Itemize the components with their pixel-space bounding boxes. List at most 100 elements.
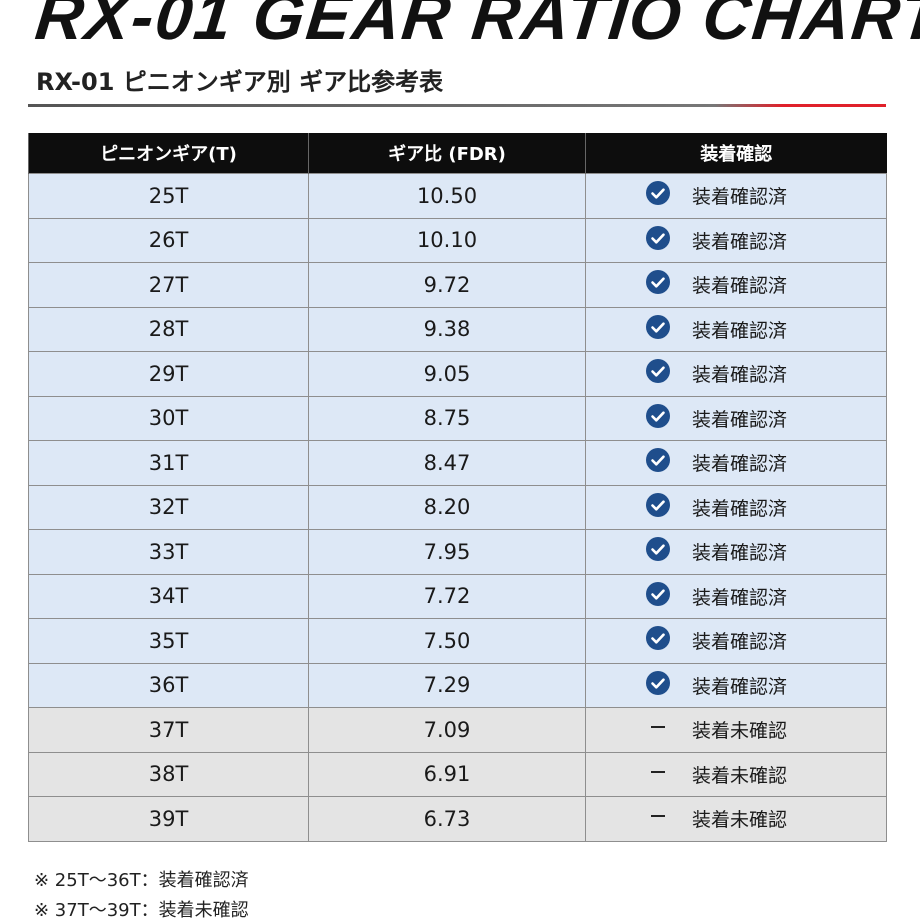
pinion-cell: 36T bbox=[28, 662, 309, 708]
dash-icon bbox=[646, 760, 670, 789]
check-icon bbox=[646, 626, 670, 655]
pinion-cell: 26T bbox=[28, 217, 309, 263]
ratio-cell: 10.50 bbox=[308, 173, 586, 219]
ratio-cell: 6.73 bbox=[308, 796, 586, 842]
check-icon bbox=[646, 225, 670, 255]
ratio-cell: 8.20 bbox=[308, 484, 586, 530]
ratio-cell: 7.50 bbox=[308, 618, 586, 664]
check-icon bbox=[646, 448, 670, 477]
pinion-cell: 38T bbox=[28, 751, 309, 797]
status-cell: 装着確認済 bbox=[585, 262, 887, 308]
pinion-cell: 29T bbox=[28, 351, 309, 397]
table-row: 37T 7.09 装着未確認 bbox=[28, 707, 887, 753]
status-cell: 装着未確認 bbox=[585, 707, 887, 753]
check-icon bbox=[646, 314, 670, 344]
pinion-cell: 27T bbox=[28, 262, 309, 308]
table-row: 34T 7.72 装着確認済 bbox=[28, 573, 887, 619]
gear-table: ピニオンギア(T) ギア比 (FDR) 装着確認 25T 10.50 装着確認済 26T 1… bbox=[28, 133, 887, 842]
header-row: ピニオンギア(T) ギア比 (FDR) 装着確認 bbox=[28, 133, 887, 174]
status-text: 装着確認済 bbox=[692, 408, 788, 431]
table-row: 26T 10.10 装着確認済 bbox=[28, 217, 887, 263]
status-text: 装着確認済 bbox=[692, 675, 788, 698]
status-cell: 装着確認済 bbox=[585, 395, 887, 441]
table-row: 30T 8.75 装着確認済 bbox=[28, 395, 887, 441]
ratio-cell: 8.47 bbox=[308, 440, 586, 486]
column-header: ピニオンギア(T) bbox=[28, 133, 309, 174]
check-icon bbox=[646, 581, 670, 611]
status-text: 装着未確認 bbox=[692, 764, 788, 787]
check-icon bbox=[646, 181, 670, 210]
ratio-cell: 7.95 bbox=[308, 529, 586, 575]
ratio-cell: 7.72 bbox=[308, 573, 586, 619]
status-text: 装着確認済 bbox=[692, 453, 788, 476]
status-cell: 装着確認済 bbox=[585, 573, 887, 619]
table-row: 35T 7.50 装着確認済 bbox=[28, 618, 887, 664]
status-text: 装着未確認 bbox=[692, 720, 788, 743]
ratio-cell: 6.91 bbox=[308, 751, 586, 797]
pinion-cell: 28T bbox=[28, 306, 309, 352]
table-row: 38T 6.91 装着未確認 bbox=[28, 751, 887, 797]
ratio-cell: 9.72 bbox=[308, 262, 586, 308]
ratio-cell: 10.10 bbox=[308, 217, 586, 263]
table-row: 32T 8.20 装着確認済 bbox=[28, 484, 887, 530]
note: ※ 37T〜39T：装着未確認 bbox=[34, 900, 249, 921]
check-icon bbox=[646, 270, 670, 299]
status-cell: 装着確認済 bbox=[585, 173, 887, 219]
status-cell: 装着確認済 bbox=[585, 306, 887, 352]
pinion-cell: 32T bbox=[28, 484, 309, 530]
column-header: 装着確認 bbox=[585, 133, 887, 174]
status-text: 装着確認済 bbox=[692, 275, 788, 298]
table-row: 33T 7.95 装着確認済 bbox=[28, 529, 887, 575]
pinion-cell: 34T bbox=[28, 573, 309, 619]
column-header: ギア比 (FDR) bbox=[308, 133, 586, 174]
divider bbox=[28, 104, 886, 107]
check-icon bbox=[646, 403, 670, 433]
table-row: 28T 9.38 装着確認済 bbox=[28, 306, 887, 352]
status-text: 装着確認済 bbox=[692, 319, 788, 342]
table-row: 27T 9.72 装着確認済 bbox=[28, 262, 887, 308]
pinion-cell: 37T bbox=[28, 707, 309, 753]
status-cell: 装着確認済 bbox=[585, 440, 887, 486]
status-text: 装着確認済 bbox=[692, 230, 788, 253]
pinion-cell: 31T bbox=[28, 440, 309, 486]
note: ※ 25T〜36T：装着確認済 bbox=[34, 870, 249, 891]
status-text: 装着確認済 bbox=[692, 631, 788, 654]
status-cell: 装着確認済 bbox=[585, 618, 887, 664]
status-cell: 装着確認済 bbox=[585, 662, 887, 708]
status-cell: 装着確認済 bbox=[585, 217, 887, 263]
subtitle: RX-01 ピニオンギア別 ギア比参考表 bbox=[36, 68, 444, 96]
status-text: 装着確認済 bbox=[692, 497, 788, 520]
dash-icon bbox=[646, 804, 670, 833]
status-text: 装着未確認 bbox=[692, 809, 788, 832]
title: RX-01 GEAR RATIO CHART bbox=[32, 0, 920, 53]
status-text: 装着確認済 bbox=[692, 542, 788, 565]
pinion-cell: 25T bbox=[28, 173, 309, 219]
pinion-cell: 30T bbox=[28, 395, 309, 441]
table-row: 29T 9.05 装着確認済 bbox=[28, 351, 887, 397]
status-cell: 装着確認済 bbox=[585, 529, 887, 575]
ratio-cell: 9.05 bbox=[308, 351, 586, 397]
pinion-cell: 33T bbox=[28, 529, 309, 575]
pinion-cell: 35T bbox=[28, 618, 309, 664]
table-row: 31T 8.47 装着確認済 bbox=[28, 440, 887, 486]
dash-icon bbox=[646, 715, 670, 744]
table-row: 39T 6.73 装着未確認 bbox=[28, 796, 887, 842]
check-icon bbox=[646, 537, 670, 566]
status-cell: 装着未確認 bbox=[585, 796, 887, 842]
status-text: 装着確認済 bbox=[692, 364, 788, 387]
table-row: 25T 10.50 装着確認済 bbox=[28, 173, 887, 219]
table-row: 36T 7.29 装着確認済 bbox=[28, 662, 887, 708]
ratio-cell: 8.75 bbox=[308, 395, 586, 441]
pinion-cell: 39T bbox=[28, 796, 309, 842]
table-body: 25T 10.50 装着確認済 26T 10.10 装着確認済 27T 9.72 装着確認済 28… bbox=[28, 173, 887, 842]
status-cell: 装着未確認 bbox=[585, 751, 887, 797]
status-text: 装着確認済 bbox=[692, 186, 788, 209]
ratio-cell: 7.09 bbox=[308, 707, 586, 753]
status-cell: 装着確認済 bbox=[585, 351, 887, 397]
check-icon bbox=[646, 670, 670, 700]
check-icon bbox=[646, 492, 670, 522]
check-icon bbox=[646, 359, 670, 388]
ratio-cell: 9.38 bbox=[308, 306, 586, 352]
status-text: 装着確認済 bbox=[692, 586, 788, 609]
